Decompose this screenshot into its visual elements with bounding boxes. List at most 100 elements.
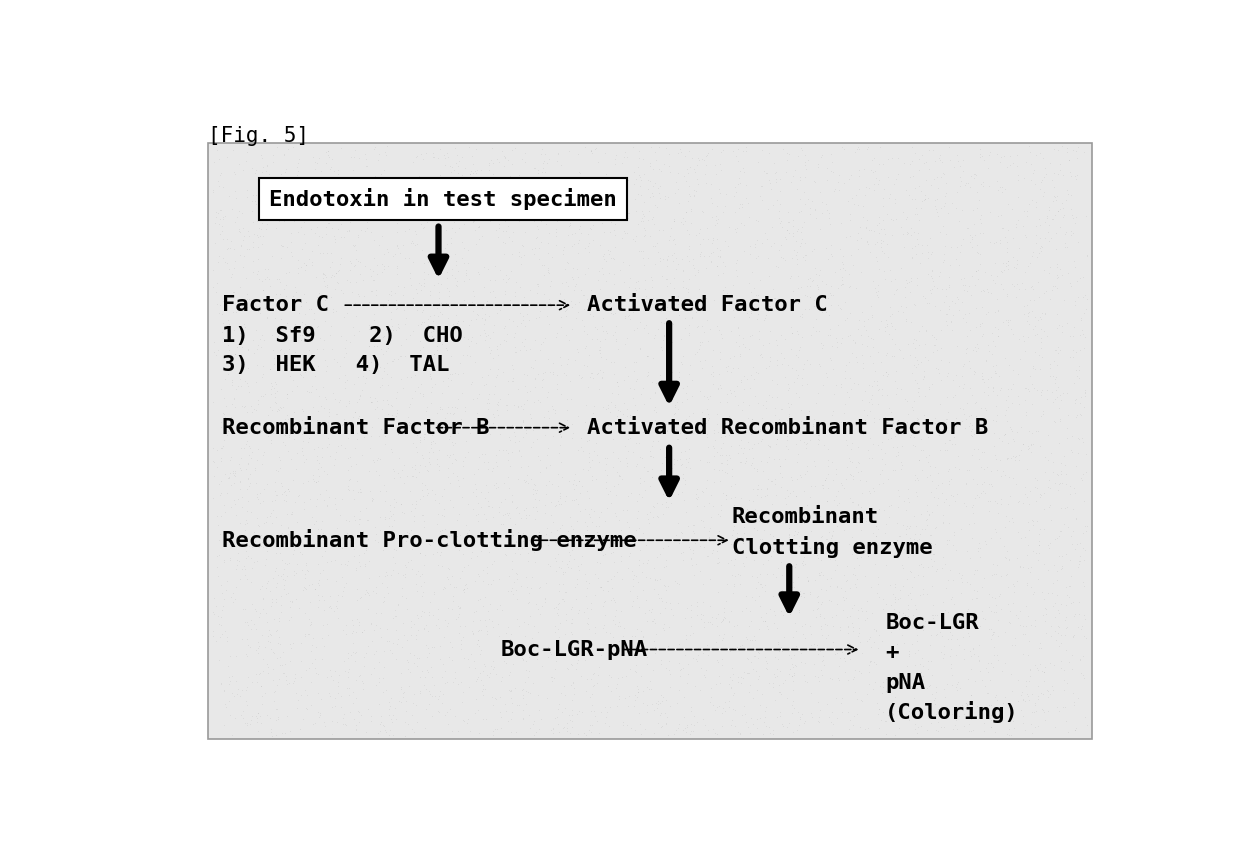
Point xyxy=(656,272,676,286)
Point xyxy=(286,566,306,580)
Point xyxy=(651,592,671,605)
Point xyxy=(1065,409,1085,423)
Point xyxy=(944,309,963,322)
Point xyxy=(848,377,868,390)
Point xyxy=(737,372,756,385)
Point xyxy=(222,376,242,390)
Point xyxy=(1029,538,1049,551)
Point xyxy=(615,309,635,322)
Point xyxy=(593,371,613,384)
Point xyxy=(394,317,414,331)
Point xyxy=(422,660,441,674)
Point xyxy=(441,349,461,363)
Point xyxy=(373,660,393,673)
Point xyxy=(1025,546,1045,560)
Point xyxy=(310,291,330,304)
Point xyxy=(671,215,691,229)
Point xyxy=(784,575,804,589)
Point xyxy=(361,616,381,630)
Point xyxy=(308,475,327,488)
Point xyxy=(236,320,255,334)
Point xyxy=(310,566,330,580)
Point xyxy=(947,339,967,353)
Point xyxy=(229,222,249,236)
Point xyxy=(356,501,376,515)
Point xyxy=(856,569,875,583)
Point xyxy=(1047,383,1066,396)
Point xyxy=(918,519,937,532)
Point xyxy=(556,304,575,318)
Point xyxy=(737,630,756,644)
Point xyxy=(365,233,384,247)
Point xyxy=(433,386,453,400)
Point xyxy=(812,654,832,668)
Point xyxy=(305,370,325,384)
Point xyxy=(637,698,657,712)
Point xyxy=(306,641,326,654)
Point xyxy=(682,373,702,387)
Point xyxy=(750,531,770,545)
Point xyxy=(1025,200,1045,213)
Point xyxy=(770,466,790,480)
Point xyxy=(722,714,742,728)
Point xyxy=(1023,437,1043,451)
Point xyxy=(264,194,284,208)
Point xyxy=(263,328,283,341)
Point xyxy=(595,547,615,561)
Point xyxy=(613,670,632,684)
Point xyxy=(546,403,565,417)
Point xyxy=(713,464,733,477)
Point xyxy=(246,461,265,475)
Point xyxy=(777,433,797,447)
Point xyxy=(556,177,575,191)
Point xyxy=(963,343,983,357)
Point xyxy=(925,422,945,436)
Point xyxy=(828,281,848,295)
Point xyxy=(698,723,718,737)
Point xyxy=(583,667,603,681)
Point xyxy=(671,355,691,369)
Point xyxy=(686,228,706,242)
Point xyxy=(430,143,450,157)
Point xyxy=(636,571,656,585)
Point xyxy=(407,585,427,599)
Point xyxy=(401,266,420,280)
Point xyxy=(213,212,233,225)
Point xyxy=(944,160,963,174)
Point xyxy=(651,720,671,734)
Point xyxy=(454,256,474,270)
Point xyxy=(237,376,257,390)
Point xyxy=(392,640,412,654)
Point xyxy=(424,324,444,338)
Point xyxy=(939,302,959,316)
Point xyxy=(789,525,808,538)
Text: Activated Factor C: Activated Factor C xyxy=(588,295,828,315)
Point xyxy=(578,523,598,537)
Point xyxy=(812,595,832,609)
Point xyxy=(601,671,621,685)
Point xyxy=(434,510,454,524)
Point xyxy=(1059,654,1079,668)
Point xyxy=(795,714,815,728)
Point xyxy=(1034,557,1054,571)
Point xyxy=(808,695,828,709)
Point xyxy=(1071,313,1091,327)
Point xyxy=(671,458,691,472)
Point xyxy=(702,359,722,373)
Point xyxy=(206,286,226,299)
Point xyxy=(419,329,439,343)
Point xyxy=(898,337,918,351)
Point xyxy=(848,142,868,156)
Point xyxy=(534,147,554,161)
Point xyxy=(526,598,546,611)
Point xyxy=(929,702,949,716)
Point xyxy=(847,692,867,706)
Point xyxy=(348,151,368,165)
Point xyxy=(792,330,812,344)
Point xyxy=(324,230,343,243)
Point xyxy=(940,475,960,488)
Point xyxy=(552,177,572,191)
Point xyxy=(1074,328,1094,341)
Point xyxy=(993,696,1013,709)
Point xyxy=(215,417,234,431)
